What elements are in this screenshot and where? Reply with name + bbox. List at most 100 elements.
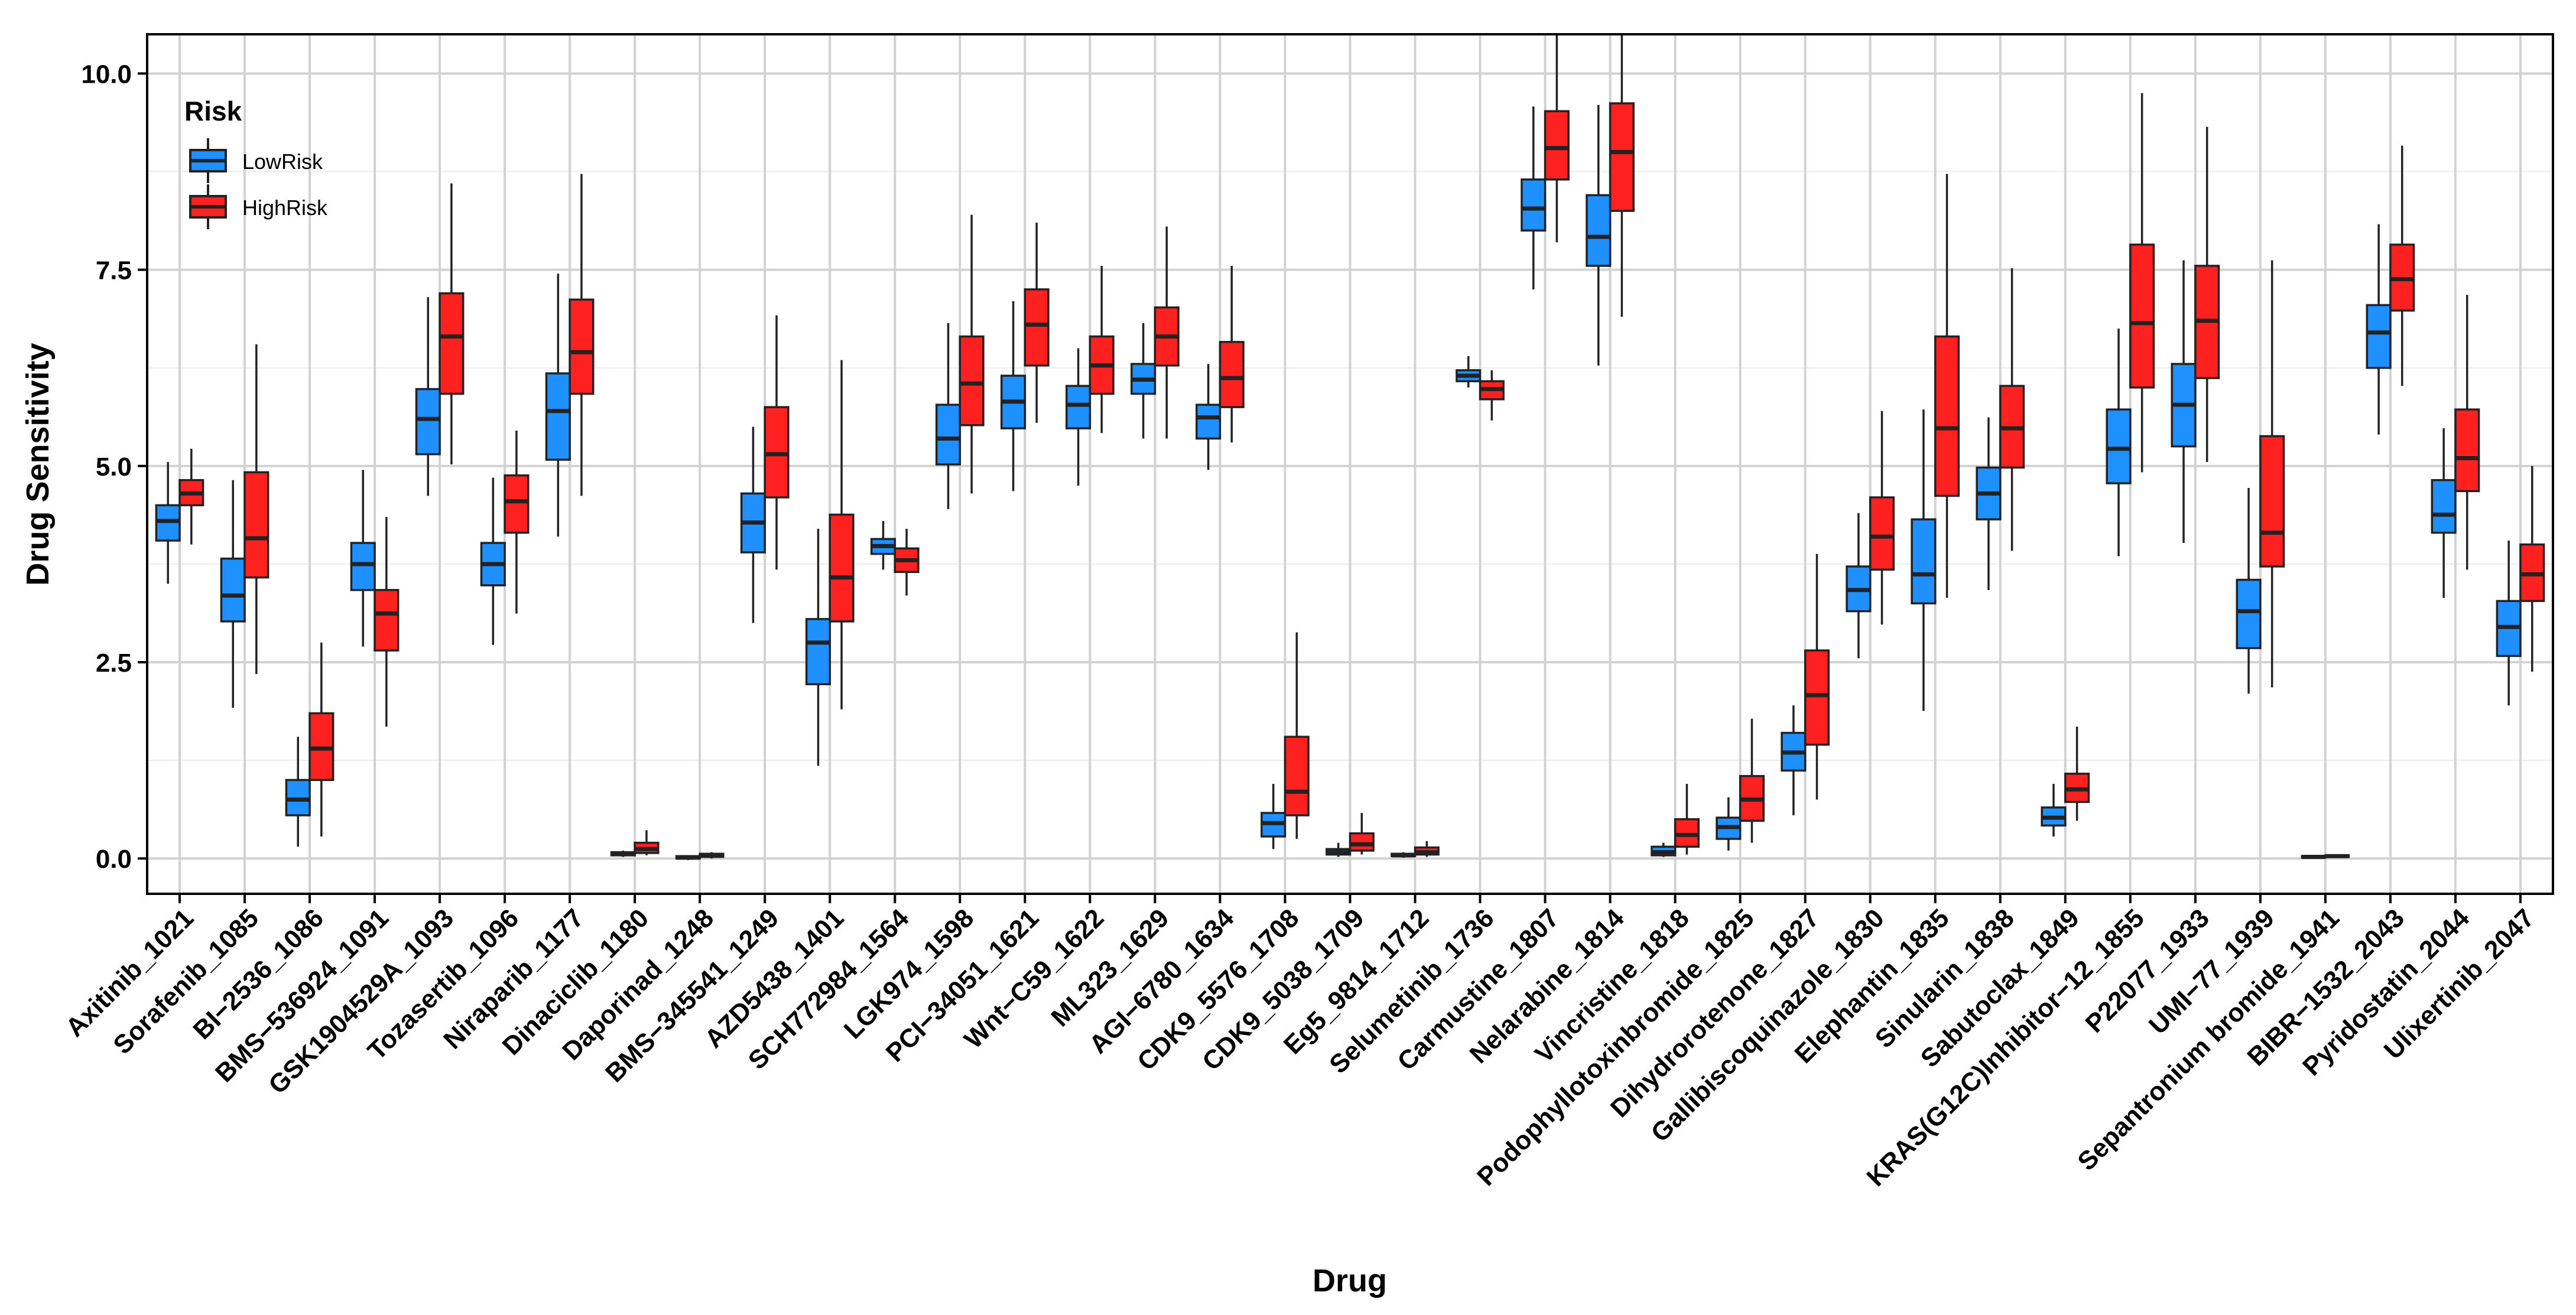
high-risk-box-12 [959, 214, 985, 494]
low-risk-box-5 [480, 477, 506, 645]
high-risk-box-17 [1284, 632, 1310, 839]
high-risk-box-33 [2324, 854, 2350, 858]
low-risk-box-3 [350, 470, 376, 647]
low-risk-box-34-iqr [2366, 304, 2392, 369]
y-axis-title: Drug Sensitivity [20, 343, 56, 585]
low-risk-box-6 [545, 274, 571, 537]
low-risk-box-34 [2366, 224, 2392, 435]
high-risk-box-14 [1089, 265, 1115, 434]
high-risk-box-13-iqr [1024, 288, 1050, 367]
low-risk-box-2 [285, 737, 311, 847]
high-risk-box-16 [1219, 265, 1245, 442]
box-plots [155, 34, 2545, 860]
high-risk-box-32 [2259, 260, 2285, 688]
low-risk-box-7 [610, 850, 636, 857]
high-risk-box-3 [373, 517, 399, 727]
high-risk-box-5-iqr [503, 474, 530, 534]
low-risk-box-16-iqr [1196, 403, 1222, 440]
high-risk-box-1 [243, 344, 269, 674]
low-risk-box-4-iqr [415, 388, 441, 455]
high-risk-box-6 [569, 174, 595, 496]
low-risk-box-6-iqr [545, 372, 571, 461]
high-risk-box-19 [1414, 841, 1440, 857]
high-risk-box-9 [764, 315, 790, 570]
high-risk-box-25-iqr [1804, 649, 1830, 746]
low-risk-box-31 [2171, 260, 2197, 543]
high-risk-box-22-iqr [1609, 102, 1635, 212]
high-risk-box-25 [1804, 554, 1830, 800]
high-risk-box-27 [1934, 174, 1960, 598]
high-risk-box-27-iqr [1934, 335, 1960, 497]
high-risk-box-0 [178, 448, 204, 545]
low-risk-box-29 [2041, 783, 2067, 836]
low-risk-box-27 [1911, 409, 1937, 711]
high-risk-box-15 [1154, 226, 1180, 439]
high-risk-box-16-iqr [1219, 341, 1245, 408]
low-risk-box-17 [1261, 783, 1287, 849]
low-risk-box-8 [675, 855, 701, 860]
high-risk-box-36 [2519, 466, 2545, 672]
high-risk-box-1-iqr [243, 471, 269, 579]
high-risk-box-10-iqr [829, 513, 855, 623]
high-risk-box-7 [634, 830, 660, 855]
high-risk-box-3-iqr [373, 589, 399, 652]
high-risk-box-6-iqr [569, 298, 595, 395]
x-axis-title: Drug [1313, 1263, 1387, 1298]
low-risk-box-15 [1131, 323, 1157, 439]
high-risk-box-12-iqr [959, 335, 985, 427]
y-tick-label: 10.0 [81, 60, 132, 89]
low-risk-box-0 [155, 462, 181, 584]
high-risk-box-29 [2064, 726, 2090, 821]
high-risk-box-30 [2129, 93, 2155, 473]
low-risk-box-25 [1781, 705, 1807, 816]
high-risk-box-18-iqr [1349, 832, 1375, 852]
y-tick-label: 2.5 [96, 649, 132, 678]
high-risk-box-23 [1674, 783, 1700, 855]
low-risk-box-32 [2236, 488, 2262, 694]
high-risk-box-22 [1609, 34, 1635, 317]
low-risk-box-19 [1391, 852, 1417, 858]
y-axis: 0.0 2.5 5.0 7.5 10.0 [81, 60, 147, 874]
high-risk-box-20 [1479, 370, 1505, 421]
high-risk-box-28 [1999, 268, 2025, 551]
low-risk-box-23 [1651, 842, 1677, 857]
low-risk-box-13 [1000, 301, 1026, 492]
low-risk-box-14-iqr [1066, 385, 1092, 429]
low-risk-box-24 [1716, 797, 1742, 851]
high-risk-box-8 [699, 852, 725, 859]
low-risk-box-3-iqr [350, 542, 376, 591]
high-risk-box-21-iqr [1544, 110, 1570, 181]
low-risk-box-28 [1976, 417, 2002, 590]
legend: Risk LowRisk HighRisk [184, 96, 328, 229]
low-risk-box-27-iqr [1911, 518, 1937, 605]
high-risk-box-26-iqr [1869, 496, 1895, 571]
low-risk-box-30 [2106, 328, 2132, 556]
high-risk-box-35 [2454, 295, 2480, 570]
low-risk-box-35-iqr [2431, 479, 2457, 534]
low-risk-box-11 [870, 520, 896, 570]
low-risk-box-12 [935, 323, 961, 509]
low-risk-box-33 [2301, 855, 2327, 860]
high-risk-box-34 [2389, 145, 2415, 386]
low-risk-box-22 [1586, 105, 1612, 366]
low-risk-box-30-iqr [2106, 408, 2132, 484]
low-risk-box-12-iqr [935, 403, 961, 466]
y-tick-label: 0.0 [96, 845, 132, 874]
high-risk-box-21 [1544, 34, 1570, 243]
high-risk-box-32-iqr [2259, 435, 2285, 568]
high-risk-box-4 [438, 183, 464, 465]
y-tick-label: 5.0 [96, 453, 132, 481]
high-risk-box-26 [1869, 411, 1895, 625]
legend-entry-lowrisk: LowRisk [189, 138, 323, 183]
low-risk-box-9 [740, 427, 766, 623]
high-risk-box-17-iqr [1284, 735, 1310, 816]
high-risk-box-24 [1739, 718, 1765, 843]
low-risk-box-10 [805, 529, 831, 766]
low-risk-box-20 [1456, 356, 1482, 388]
high-risk-box-31 [2194, 126, 2220, 463]
high-risk-box-10 [829, 360, 855, 709]
high-risk-box-11 [894, 529, 920, 596]
high-risk-box-13 [1024, 222, 1050, 423]
high-risk-box-30-iqr [2129, 243, 2155, 389]
